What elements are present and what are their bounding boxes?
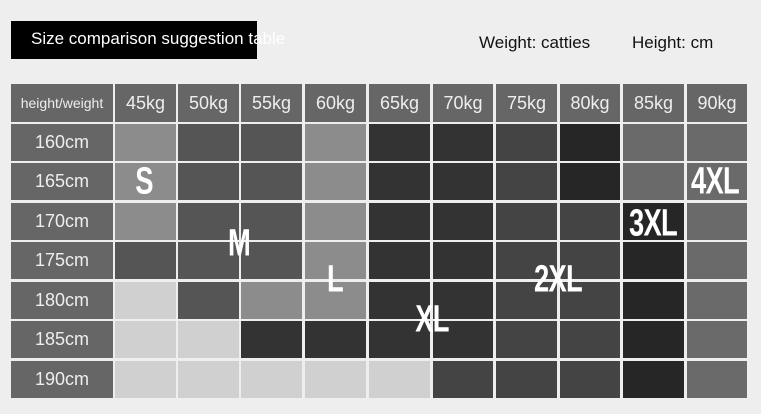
size-cell — [115, 321, 176, 358]
size-cell — [560, 361, 620, 398]
size-cell — [178, 124, 239, 161]
weight-header: 75kg — [496, 84, 557, 122]
weight-header: 70kg — [433, 84, 493, 122]
height-unit-label: Height: cm — [632, 33, 714, 52]
size-cell — [305, 163, 366, 200]
size-cell — [115, 242, 176, 279]
weight-header: 50kg — [178, 84, 239, 122]
title-banner — [11, 21, 257, 59]
size-cell — [369, 282, 430, 319]
size-cell — [369, 321, 430, 358]
size-label-xl: XL — [415, 298, 449, 341]
size-cell — [305, 203, 366, 240]
size-cell — [178, 203, 239, 240]
size-label-s: S — [135, 160, 153, 203]
size-cell — [241, 163, 302, 200]
size-cell — [623, 124, 684, 161]
size-cell — [305, 242, 366, 279]
weight-header: 85kg — [623, 84, 684, 122]
size-cell — [496, 203, 557, 240]
size-cell — [433, 163, 493, 200]
size-cell — [433, 242, 493, 279]
size-cell — [623, 321, 684, 358]
size-cell — [305, 361, 366, 398]
height-header: 190cm — [11, 361, 113, 398]
size-cell — [560, 242, 620, 279]
size-cell — [560, 321, 620, 358]
size-cell — [369, 361, 430, 398]
height-header: 170cm — [11, 203, 113, 240]
size-cell — [496, 163, 557, 200]
size-cell — [369, 124, 430, 161]
size-cell — [115, 203, 176, 240]
size-cell — [241, 124, 302, 161]
size-cell — [496, 282, 557, 319]
weight-header: 90kg — [687, 84, 747, 122]
size-cell — [687, 242, 747, 279]
size-cell — [687, 361, 747, 398]
size-cell — [178, 321, 239, 358]
size-cell — [687, 124, 747, 161]
height-header: 160cm — [11, 124, 113, 161]
weight-header: 45kg — [115, 84, 176, 122]
size-cell — [241, 203, 302, 240]
size-cell — [687, 282, 747, 319]
size-cell — [496, 242, 557, 279]
size-cell — [241, 361, 302, 398]
size-label-l: L — [327, 258, 344, 301]
size-cell — [623, 282, 684, 319]
weight-unit-label: Weight: catties — [479, 33, 591, 52]
size-cell — [369, 163, 430, 200]
size-label-3xl: 3XL — [628, 202, 678, 245]
size-cell — [560, 282, 620, 319]
page-title: Size comparison suggestion table — [31, 29, 286, 48]
size-cell — [496, 361, 557, 398]
size-cell — [687, 163, 747, 200]
size-cell — [560, 124, 620, 161]
size-cell — [433, 321, 493, 358]
size-label-2xl: 2XL — [533, 258, 583, 301]
size-cell — [433, 124, 493, 161]
size-cell — [369, 203, 430, 240]
size-cell — [178, 361, 239, 398]
height-header: 185cm — [11, 321, 113, 358]
weight-header: 65kg — [369, 84, 430, 122]
size-cell — [115, 361, 176, 398]
size-cell — [496, 321, 557, 358]
size-cell — [560, 203, 620, 240]
size-cell — [623, 203, 684, 240]
size-cell — [305, 321, 366, 358]
weight-header: 55kg — [241, 84, 302, 122]
size-cell — [115, 124, 176, 161]
size-cell — [369, 242, 430, 279]
corner-header: height/weight — [11, 84, 113, 122]
height-header: 165cm — [11, 163, 113, 200]
size-cell — [496, 124, 557, 161]
size-cell — [241, 321, 302, 358]
size-cell — [115, 282, 176, 319]
size-cell — [687, 203, 747, 240]
size-cell — [305, 282, 366, 319]
size-cell — [433, 361, 493, 398]
size-cell — [433, 282, 493, 319]
size-cell — [560, 163, 620, 200]
size-cell — [623, 361, 684, 398]
size-cell — [623, 163, 684, 200]
size-cell — [178, 282, 239, 319]
height-header: 175cm — [11, 242, 113, 279]
height-header: 180cm — [11, 282, 113, 319]
size-cell — [687, 321, 747, 358]
size-cell — [178, 163, 239, 200]
size-cell — [433, 203, 493, 240]
weight-header: 80kg — [560, 84, 620, 122]
weight-header: 60kg — [305, 84, 366, 122]
size-cell — [623, 242, 684, 279]
size-cell — [241, 242, 302, 279]
size-cell — [178, 242, 239, 279]
size-label-m: M — [227, 222, 251, 265]
size-cell — [241, 282, 302, 319]
size-cell — [305, 124, 366, 161]
size-cell — [115, 163, 176, 200]
size-label-4xl: 4XL — [690, 160, 740, 203]
